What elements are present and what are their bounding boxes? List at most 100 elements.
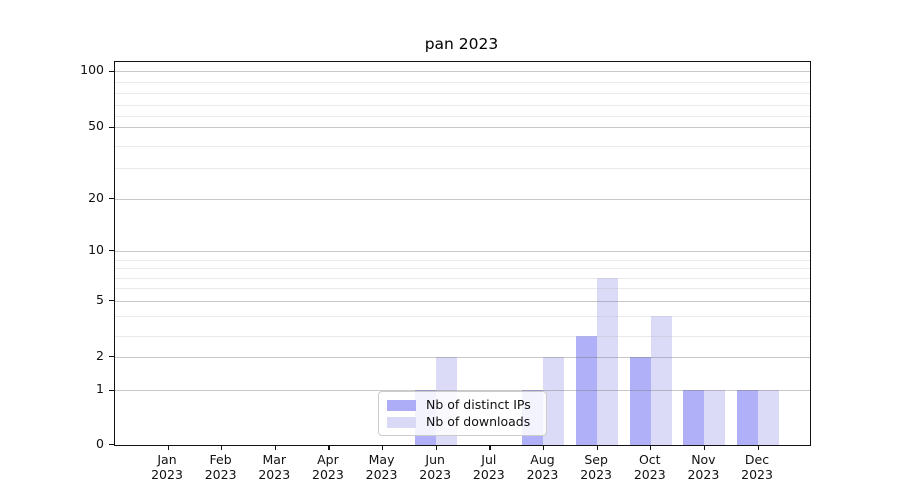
x-tick-mark <box>489 445 491 450</box>
x-tick-year: 2023 <box>204 467 237 482</box>
x-tick-label: Jan 2023 <box>135 452 199 482</box>
y-gridline-minor <box>115 167 810 169</box>
y-gridline-minor <box>115 268 810 269</box>
y-tick-mark <box>108 126 114 128</box>
x-tick-year: 2023 <box>741 467 773 482</box>
x-tick-year: 2023 <box>419 467 452 482</box>
y-gridline-minor <box>115 116 810 117</box>
bar-downloads <box>597 277 619 445</box>
chart-title: pan 2023 <box>424 35 499 53</box>
x-tick-month: Apr <box>317 452 339 467</box>
x-tick-mark <box>650 445 652 450</box>
legend-row-downloads: Nb of downloads <box>387 414 538 430</box>
x-tick-label: Jul 2023 <box>457 452 521 482</box>
x-tick-label: Apr 2023 <box>296 452 360 482</box>
legend-swatch-downloads <box>387 416 416 428</box>
y-gridline-major <box>115 127 810 128</box>
y-gridline-minor <box>115 336 810 337</box>
x-tick-mark <box>542 445 545 450</box>
legend-label-distinct-ips: Nb of distinct IPs <box>426 397 531 412</box>
y-tick-mark <box>108 389 114 391</box>
y-tick-mark <box>108 300 114 302</box>
y-gridline-minor <box>115 104 810 106</box>
x-tick-year: 2023 <box>633 467 666 482</box>
bar-distinct-ips <box>576 336 598 445</box>
y-tick-mark <box>108 356 114 358</box>
y-gridline-major <box>115 198 810 200</box>
x-tick-year: 2023 <box>151 467 183 482</box>
y-gridline-minor <box>115 260 810 261</box>
bar-distinct-ips <box>683 390 705 445</box>
y-gridline-minor <box>115 277 810 279</box>
y-gridline-minor <box>115 316 810 317</box>
y-tick-mark <box>108 70 114 72</box>
x-tick-month: Sep <box>584 452 608 467</box>
y-tick-label: 20 <box>88 189 104 205</box>
bar-distinct-ips <box>737 390 759 445</box>
x-tick-label: Nov 2023 <box>671 452 735 482</box>
x-tick-label: Feb 2023 <box>189 452 253 482</box>
x-tick-month: Dec <box>744 452 770 467</box>
x-tick-mark <box>274 445 276 450</box>
plot-area <box>108 61 811 450</box>
bar-distinct-ips <box>629 356 651 445</box>
y-gridline-minor <box>115 81 810 83</box>
x-tick-label: Mar 2023 <box>242 452 306 482</box>
x-tick-label: Oct 2023 <box>618 452 682 482</box>
y-tick-mark <box>108 444 114 446</box>
legend-label-downloads: Nb of downloads <box>426 414 531 429</box>
x-tick-year: 2023 <box>472 467 505 482</box>
x-tick-year: 2023 <box>526 467 559 482</box>
y-tick-label: 10 <box>88 241 104 257</box>
y-gridline-major <box>115 71 810 72</box>
x-tick-mark <box>221 445 223 450</box>
y-tick-mark <box>108 198 114 200</box>
x-tick-mark <box>703 445 706 450</box>
y-gridline-minor <box>115 288 810 289</box>
legend: Nb of distinct IPs Nb of downloads <box>378 391 547 436</box>
x-tick-mark <box>382 445 384 450</box>
y-gridline-major <box>115 390 810 391</box>
x-tick-month: Oct <box>638 452 661 467</box>
y-tick-label: 0 <box>96 435 104 451</box>
y-tick-label: 100 <box>80 62 104 77</box>
x-tick-label: Dec 2023 <box>725 452 789 482</box>
x-tick-month: Jun <box>425 452 445 467</box>
x-tick-month: May <box>368 452 395 467</box>
legend-swatch-distinct-ips <box>387 399 416 411</box>
y-gridline-major <box>115 356 810 358</box>
y-gridline-minor <box>115 92 810 94</box>
legend-row-distinct-ips: Nb of distinct IPs <box>387 397 538 413</box>
x-tick-month: Jul <box>481 452 497 467</box>
x-tick-month: Mar <box>262 452 287 467</box>
x-tick-label: Sep 2023 <box>564 452 628 482</box>
x-tick-year: 2023 <box>312 467 344 482</box>
x-tick-month: Nov <box>691 452 716 467</box>
x-tick-mark <box>596 445 598 450</box>
x-tick-label: Jun 2023 <box>403 452 467 482</box>
bar-downloads <box>704 390 726 445</box>
x-tick-mark <box>435 445 437 450</box>
x-tick-month: Jan <box>157 452 177 467</box>
x-tick-month: Feb <box>209 452 232 467</box>
x-tick-mark <box>328 445 330 450</box>
y-gridline-minor <box>115 146 810 147</box>
x-tick-label: Aug 2023 <box>510 452 574 482</box>
y-tick-label: 1 <box>96 381 104 396</box>
y-tick-label: 2 <box>96 347 104 363</box>
x-tick-label: May 2023 <box>350 452 414 482</box>
bar-downloads <box>650 316 672 445</box>
y-gridline-major <box>115 250 810 252</box>
x-tick-year: 2023 <box>687 467 720 482</box>
x-tick-year: 2023 <box>580 467 613 482</box>
x-tick-mark <box>757 445 759 450</box>
x-tick-mark <box>167 445 169 450</box>
x-tick-year: 2023 <box>365 467 398 482</box>
bar-downloads <box>758 390 780 445</box>
x-tick-month: Aug <box>530 452 555 467</box>
bar-downloads <box>543 356 565 445</box>
y-gridline-major <box>115 300 810 302</box>
y-tick-label: 50 <box>88 118 104 133</box>
y-tick-label: 5 <box>96 291 104 307</box>
